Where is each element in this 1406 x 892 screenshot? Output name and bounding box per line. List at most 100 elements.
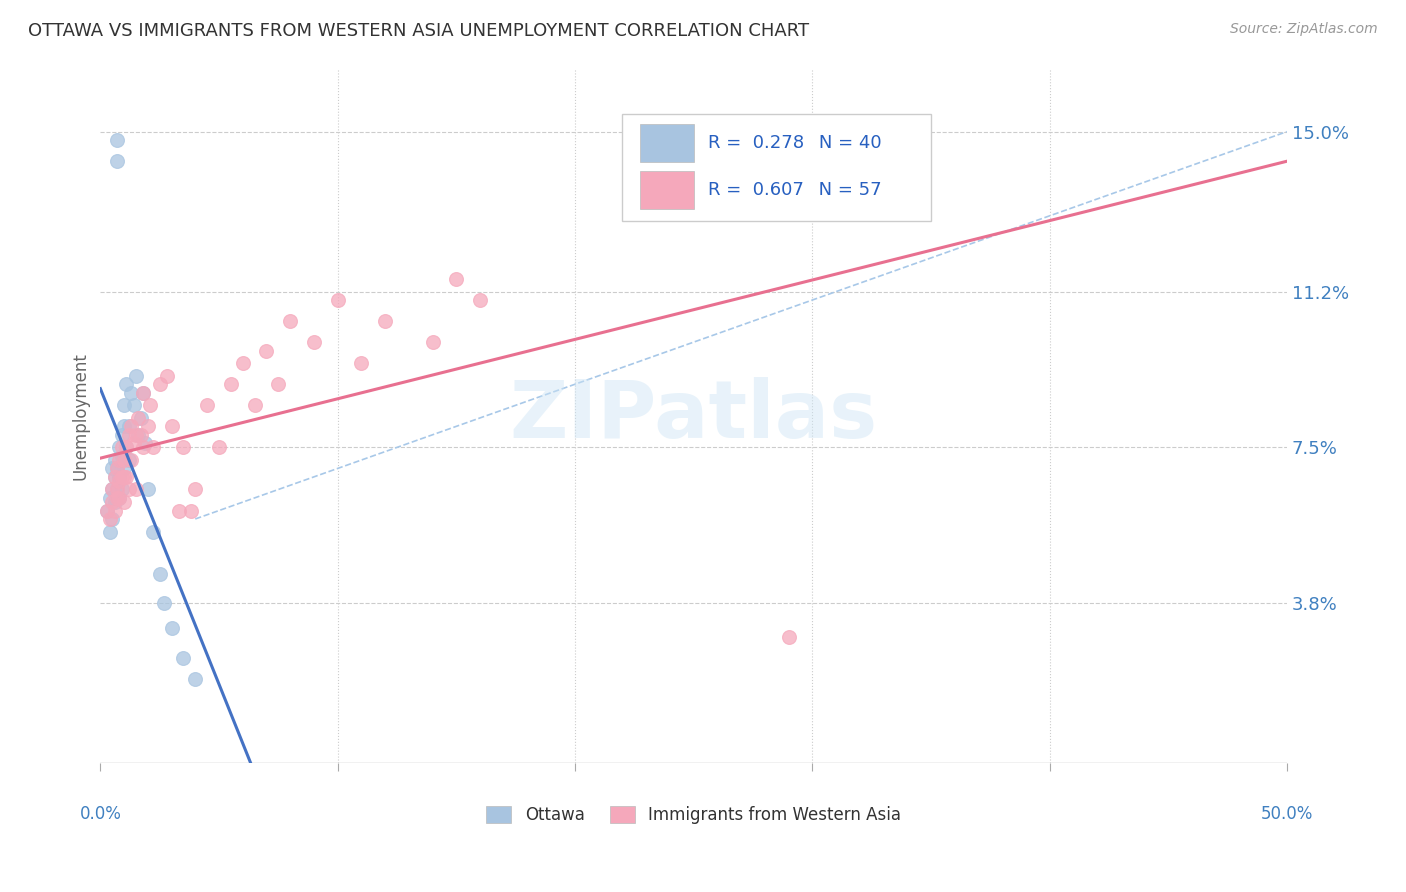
Point bbox=[132, 385, 155, 400]
Point bbox=[111, 441, 134, 455]
Point bbox=[98, 524, 121, 539]
Point bbox=[112, 398, 135, 412]
Point bbox=[101, 483, 124, 497]
Point bbox=[134, 436, 156, 450]
Point bbox=[468, 293, 491, 307]
Point bbox=[180, 503, 202, 517]
Point bbox=[103, 470, 125, 484]
Text: OTTAWA VS IMMIGRANTS FROM WESTERN ASIA UNEMPLOYMENT CORRELATION CHART: OTTAWA VS IMMIGRANTS FROM WESTERN ASIA U… bbox=[28, 22, 810, 40]
Text: 0.0%: 0.0% bbox=[79, 805, 121, 823]
Point bbox=[96, 503, 118, 517]
Point bbox=[101, 461, 124, 475]
Point bbox=[129, 427, 152, 442]
Point bbox=[219, 377, 242, 392]
Point bbox=[118, 427, 141, 442]
Point bbox=[422, 335, 444, 350]
Point bbox=[160, 419, 183, 434]
Point bbox=[142, 524, 165, 539]
Point bbox=[127, 411, 149, 425]
Point bbox=[105, 133, 128, 147]
Point bbox=[132, 441, 155, 455]
Point bbox=[142, 441, 165, 455]
Point bbox=[149, 377, 172, 392]
Point bbox=[129, 411, 152, 425]
Point bbox=[136, 483, 159, 497]
Point bbox=[112, 419, 135, 434]
Point bbox=[302, 335, 325, 350]
Point bbox=[778, 630, 800, 644]
Bar bbox=[640, 170, 693, 209]
Point bbox=[112, 495, 135, 509]
Point bbox=[278, 314, 301, 328]
Point bbox=[108, 474, 131, 488]
Point bbox=[103, 470, 125, 484]
Point bbox=[374, 314, 396, 328]
Point bbox=[118, 453, 141, 467]
Point bbox=[108, 453, 131, 467]
Point bbox=[105, 491, 128, 505]
Point bbox=[98, 491, 121, 505]
Point bbox=[125, 368, 148, 383]
Point bbox=[153, 596, 176, 610]
Point bbox=[105, 461, 128, 475]
Point bbox=[103, 503, 125, 517]
Point bbox=[115, 470, 138, 484]
Point bbox=[108, 491, 131, 505]
Point bbox=[111, 470, 134, 484]
Point bbox=[208, 441, 231, 455]
Point bbox=[115, 377, 138, 392]
Point bbox=[112, 453, 135, 467]
Point bbox=[112, 470, 135, 484]
Bar bbox=[640, 124, 693, 162]
Point bbox=[120, 385, 142, 400]
Point bbox=[96, 503, 118, 517]
Point bbox=[184, 483, 207, 497]
Point bbox=[730, 175, 752, 189]
Point bbox=[160, 622, 183, 636]
Text: Source: ZipAtlas.com: Source: ZipAtlas.com bbox=[1230, 22, 1378, 37]
Point bbox=[108, 470, 131, 484]
Point bbox=[350, 356, 373, 370]
Point bbox=[172, 441, 194, 455]
Point bbox=[118, 483, 141, 497]
Point bbox=[195, 398, 218, 412]
Point bbox=[105, 461, 128, 475]
Point bbox=[167, 503, 190, 517]
Point bbox=[139, 398, 162, 412]
Point bbox=[105, 483, 128, 497]
Point bbox=[125, 483, 148, 497]
Point bbox=[101, 483, 124, 497]
Point bbox=[267, 377, 290, 392]
Point bbox=[172, 651, 194, 665]
Point bbox=[243, 398, 266, 412]
Point bbox=[115, 441, 138, 455]
Point bbox=[101, 495, 124, 509]
Point bbox=[112, 461, 135, 475]
Point bbox=[232, 356, 254, 370]
Point bbox=[120, 453, 142, 467]
Point bbox=[115, 441, 138, 455]
Point bbox=[105, 483, 128, 497]
Point bbox=[108, 491, 131, 505]
Point bbox=[105, 154, 128, 169]
Point bbox=[111, 449, 134, 463]
Point bbox=[120, 419, 142, 434]
Point bbox=[149, 566, 172, 581]
Point bbox=[122, 398, 145, 412]
Point bbox=[111, 483, 134, 497]
Point bbox=[125, 427, 148, 442]
Text: R =  0.607  N = 57: R = 0.607 N = 57 bbox=[707, 181, 882, 199]
Point bbox=[118, 419, 141, 434]
Point bbox=[108, 441, 131, 455]
Point bbox=[256, 343, 278, 358]
Legend: Ottawa, Immigrants from Western Asia: Ottawa, Immigrants from Western Asia bbox=[486, 806, 901, 824]
Point bbox=[184, 672, 207, 686]
Text: ZIPatlas: ZIPatlas bbox=[509, 376, 877, 455]
Point bbox=[132, 385, 155, 400]
Point bbox=[103, 495, 125, 509]
Point bbox=[446, 272, 468, 286]
FancyBboxPatch shape bbox=[623, 113, 931, 221]
Point bbox=[122, 436, 145, 450]
Text: 50.0%: 50.0% bbox=[1261, 805, 1313, 823]
Point bbox=[326, 293, 349, 307]
